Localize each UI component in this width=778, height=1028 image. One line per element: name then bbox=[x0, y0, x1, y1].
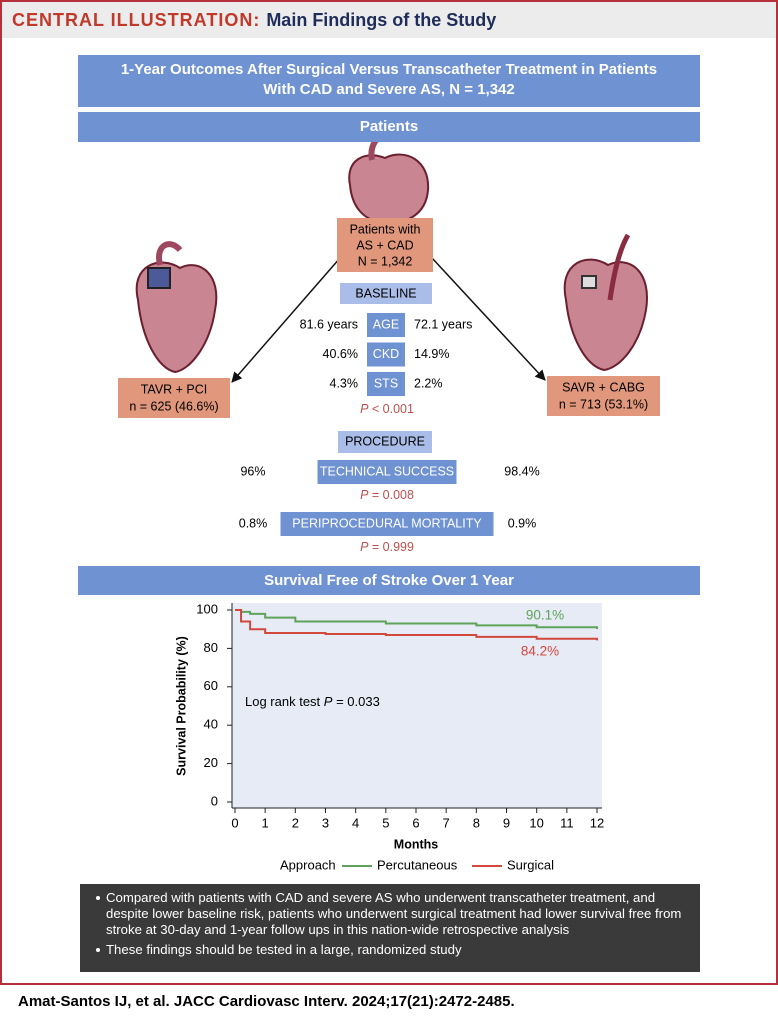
header-label: CENTRAL ILLUSTRATION: bbox=[12, 10, 260, 30]
x-tick-label: 6 bbox=[412, 815, 419, 830]
right-value: 2.2% bbox=[414, 376, 443, 390]
left-value: 4.3% bbox=[330, 376, 359, 390]
baseline-head bbox=[340, 283, 432, 304]
row-label-box bbox=[367, 342, 405, 367]
group-box bbox=[118, 378, 230, 418]
header: CENTRAL ILLUSTRATION: Main Findings of th… bbox=[12, 10, 496, 30]
x-tick-label: 5 bbox=[382, 815, 389, 830]
x-tick-label: 12 bbox=[590, 815, 604, 830]
group-label: TAVR + PCI bbox=[141, 382, 208, 396]
patients-bar bbox=[78, 112, 700, 142]
p-text: < 0.001 bbox=[368, 402, 414, 416]
arrow-left bbox=[231, 257, 341, 383]
y-axis-label: Survival Probability (%) bbox=[174, 636, 188, 776]
y-tick-label: 0 bbox=[211, 793, 218, 808]
right-value: 14.9% bbox=[414, 347, 449, 361]
group-label: Patients with bbox=[350, 222, 421, 236]
heart-center bbox=[348, 132, 430, 224]
y-tick-label: 40 bbox=[204, 717, 218, 732]
group-box bbox=[337, 218, 433, 272]
x-tick-label: 8 bbox=[473, 815, 480, 830]
end-label: 84.2% bbox=[521, 644, 559, 659]
annotation-prefix: Log rank test bbox=[245, 694, 324, 709]
left-value: 96% bbox=[240, 464, 265, 478]
y-tick-label: 60 bbox=[204, 678, 218, 693]
row-label-box bbox=[317, 460, 457, 484]
group-label: n = 713 (53.1%) bbox=[559, 397, 648, 411]
group-box bbox=[547, 376, 660, 416]
finding: These findings should be tested in a lar… bbox=[96, 942, 688, 958]
right-value: 0.9% bbox=[508, 516, 537, 530]
row-label-box bbox=[367, 372, 405, 396]
p-text: = 0.999 bbox=[368, 540, 414, 554]
p-value: P = 0.999 bbox=[360, 540, 414, 554]
row-label: CKD bbox=[373, 347, 399, 361]
p-symbol: P bbox=[360, 540, 369, 554]
header-bar bbox=[2, 2, 776, 38]
x-tick-label: 11 bbox=[560, 815, 574, 830]
x-tick-label: 7 bbox=[443, 815, 450, 830]
end-label: 90.1% bbox=[526, 608, 564, 623]
p-text: = 0.008 bbox=[368, 488, 414, 502]
right-value: 98.4% bbox=[504, 464, 539, 478]
baseline-heading: BASELINE bbox=[355, 286, 416, 300]
row-label: PERIPROCEDURAL MORTALITY bbox=[292, 516, 482, 530]
group-label: AS + CAD bbox=[356, 238, 413, 252]
survival-line bbox=[235, 609, 598, 630]
banner-line: With CAD and Severe AS, N = 1,342 bbox=[263, 81, 514, 98]
group-label: N = 1,342 bbox=[358, 254, 413, 268]
x-tick-label: 1 bbox=[262, 815, 269, 830]
procedure-head bbox=[338, 431, 432, 453]
p-value: P < 0.001 bbox=[360, 402, 414, 416]
legend-title: Approach bbox=[280, 857, 336, 872]
legend-label: Percutaneous bbox=[377, 857, 458, 872]
plot-area bbox=[232, 603, 602, 808]
arrow-right bbox=[431, 257, 546, 381]
citation: Amat-Santos IJ, et al. JACC Cardiovasc I… bbox=[18, 993, 515, 1010]
right-value: 72.1 years bbox=[414, 317, 472, 331]
p-symbol: P bbox=[360, 488, 369, 502]
header-title: Main Findings of the Study bbox=[266, 10, 496, 30]
legend-label: Surgical bbox=[507, 857, 554, 872]
row-label: TECHNICAL SUCCESS bbox=[320, 464, 454, 478]
row-label-box bbox=[367, 313, 405, 337]
x-tick-label: 0 bbox=[231, 815, 238, 830]
left-value: 81.6 years bbox=[300, 317, 358, 331]
frame bbox=[0, 0, 778, 985]
survival-bar bbox=[78, 566, 700, 595]
x-tick-label: 2 bbox=[292, 815, 299, 830]
x-tick-label: 10 bbox=[529, 815, 543, 830]
group-label: SAVR + CABG bbox=[562, 380, 645, 394]
p-symbol: P bbox=[360, 402, 369, 416]
annotation: Log rank test P = 0.033 bbox=[245, 694, 380, 709]
y-tick-label: 100 bbox=[196, 601, 218, 616]
left-value: 40.6% bbox=[323, 347, 358, 361]
y-tick-label: 80 bbox=[204, 640, 218, 655]
x-tick-label: 9 bbox=[503, 815, 510, 830]
heart-right bbox=[563, 233, 648, 372]
findings-box: Compared with patients with CAD and seve… bbox=[80, 884, 700, 972]
banner-line: 1-Year Outcomes After Surgical Versus Tr… bbox=[121, 61, 657, 78]
heart-left bbox=[135, 241, 218, 374]
x-tick-label: 3 bbox=[322, 815, 329, 830]
group-label: n = 625 (46.6%) bbox=[129, 399, 218, 413]
row-label: AGE bbox=[373, 317, 399, 331]
survival-line bbox=[235, 609, 598, 641]
survival-heading: Survival Free of Stroke Over 1 Year bbox=[264, 572, 514, 589]
row-label: STS bbox=[374, 376, 398, 390]
patients-heading: Patients bbox=[360, 118, 418, 135]
y-tick-label: 20 bbox=[204, 755, 218, 770]
finding: Compared with patients with CAD and seve… bbox=[96, 890, 688, 938]
x-axis-label: Months bbox=[394, 837, 438, 851]
procedure-heading: PROCEDURE bbox=[345, 434, 425, 448]
x-tick-label: 4 bbox=[352, 815, 359, 830]
row-label-box bbox=[280, 512, 494, 536]
p-value: P = 0.008 bbox=[360, 488, 414, 502]
annotation-symbol: P bbox=[324, 694, 333, 709]
annotation-text: = 0.033 bbox=[332, 694, 379, 709]
banner-box bbox=[78, 55, 700, 107]
left-value: 0.8% bbox=[239, 516, 268, 530]
